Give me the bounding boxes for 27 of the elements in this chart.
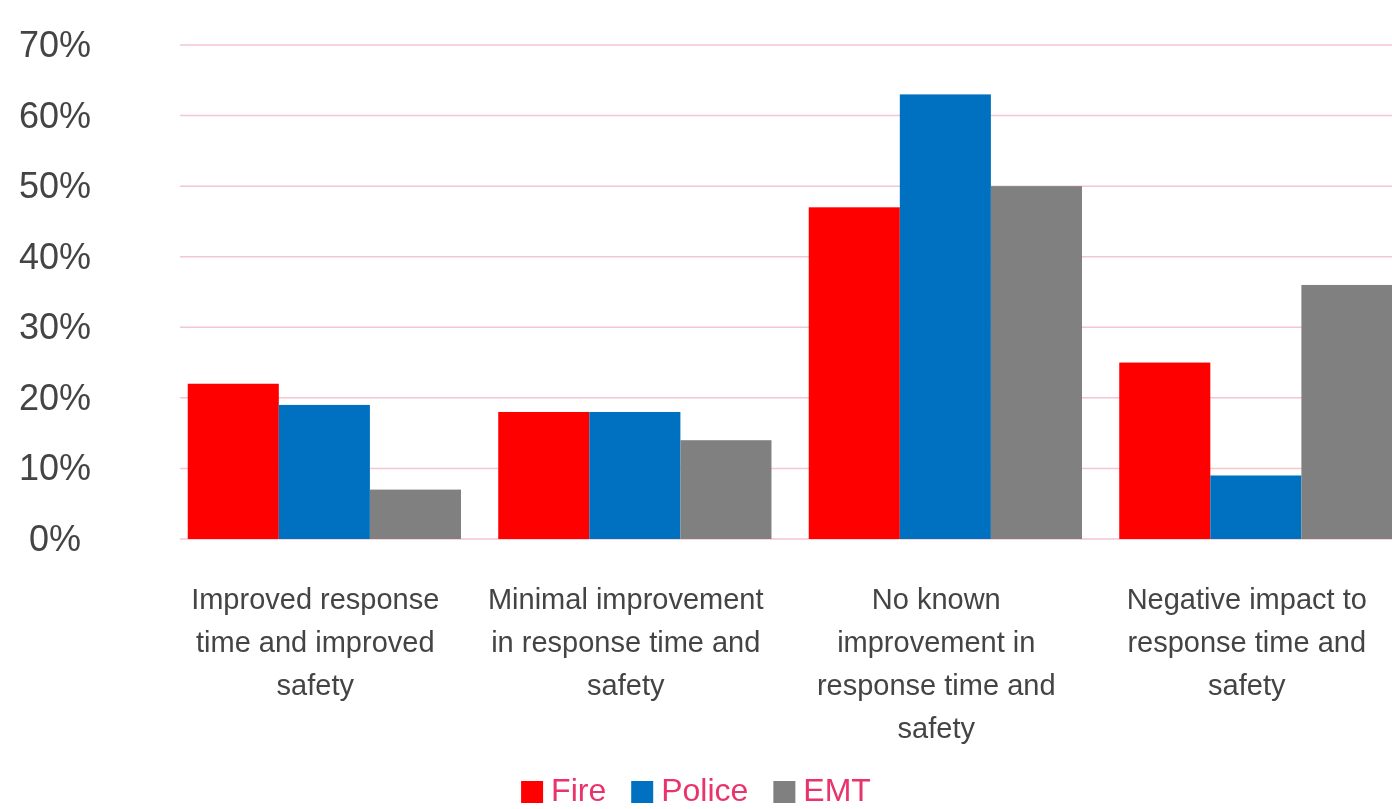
legend-label: Fire <box>551 772 607 808</box>
bar <box>278 404 370 539</box>
bar <box>1210 475 1302 539</box>
bar <box>1119 362 1211 539</box>
y-tick-label: 20% <box>18 376 92 418</box>
y-tick-label: 50% <box>18 165 92 207</box>
y-tick-label: 10% <box>18 447 92 489</box>
bar <box>1301 284 1392 539</box>
bar <box>808 207 900 539</box>
x-tick-label: Minimal improvement in response time and safety <box>487 583 764 701</box>
bar <box>680 440 772 539</box>
x-tick-label: Improved response time and improved safety <box>191 583 440 701</box>
bar <box>187 383 279 539</box>
y-tick-label: 60% <box>18 94 92 136</box>
bar <box>369 489 461 539</box>
legend-label: Police <box>661 772 749 808</box>
y-tick-label: 70% <box>18 24 92 66</box>
x-tick-label: Negative impact to response time and safety <box>1126 583 1367 701</box>
bar <box>498 411 590 539</box>
y-tick-label: 40% <box>18 235 92 277</box>
bar <box>990 186 1082 539</box>
bar <box>589 411 681 539</box>
legend-label: EMT <box>803 772 871 808</box>
bar <box>899 94 991 539</box>
y-tick-label: 0% <box>28 518 82 560</box>
y-tick-label: 30% <box>18 306 92 348</box>
x-tick-label: No known improvement in response time and safety <box>816 583 1056 744</box>
